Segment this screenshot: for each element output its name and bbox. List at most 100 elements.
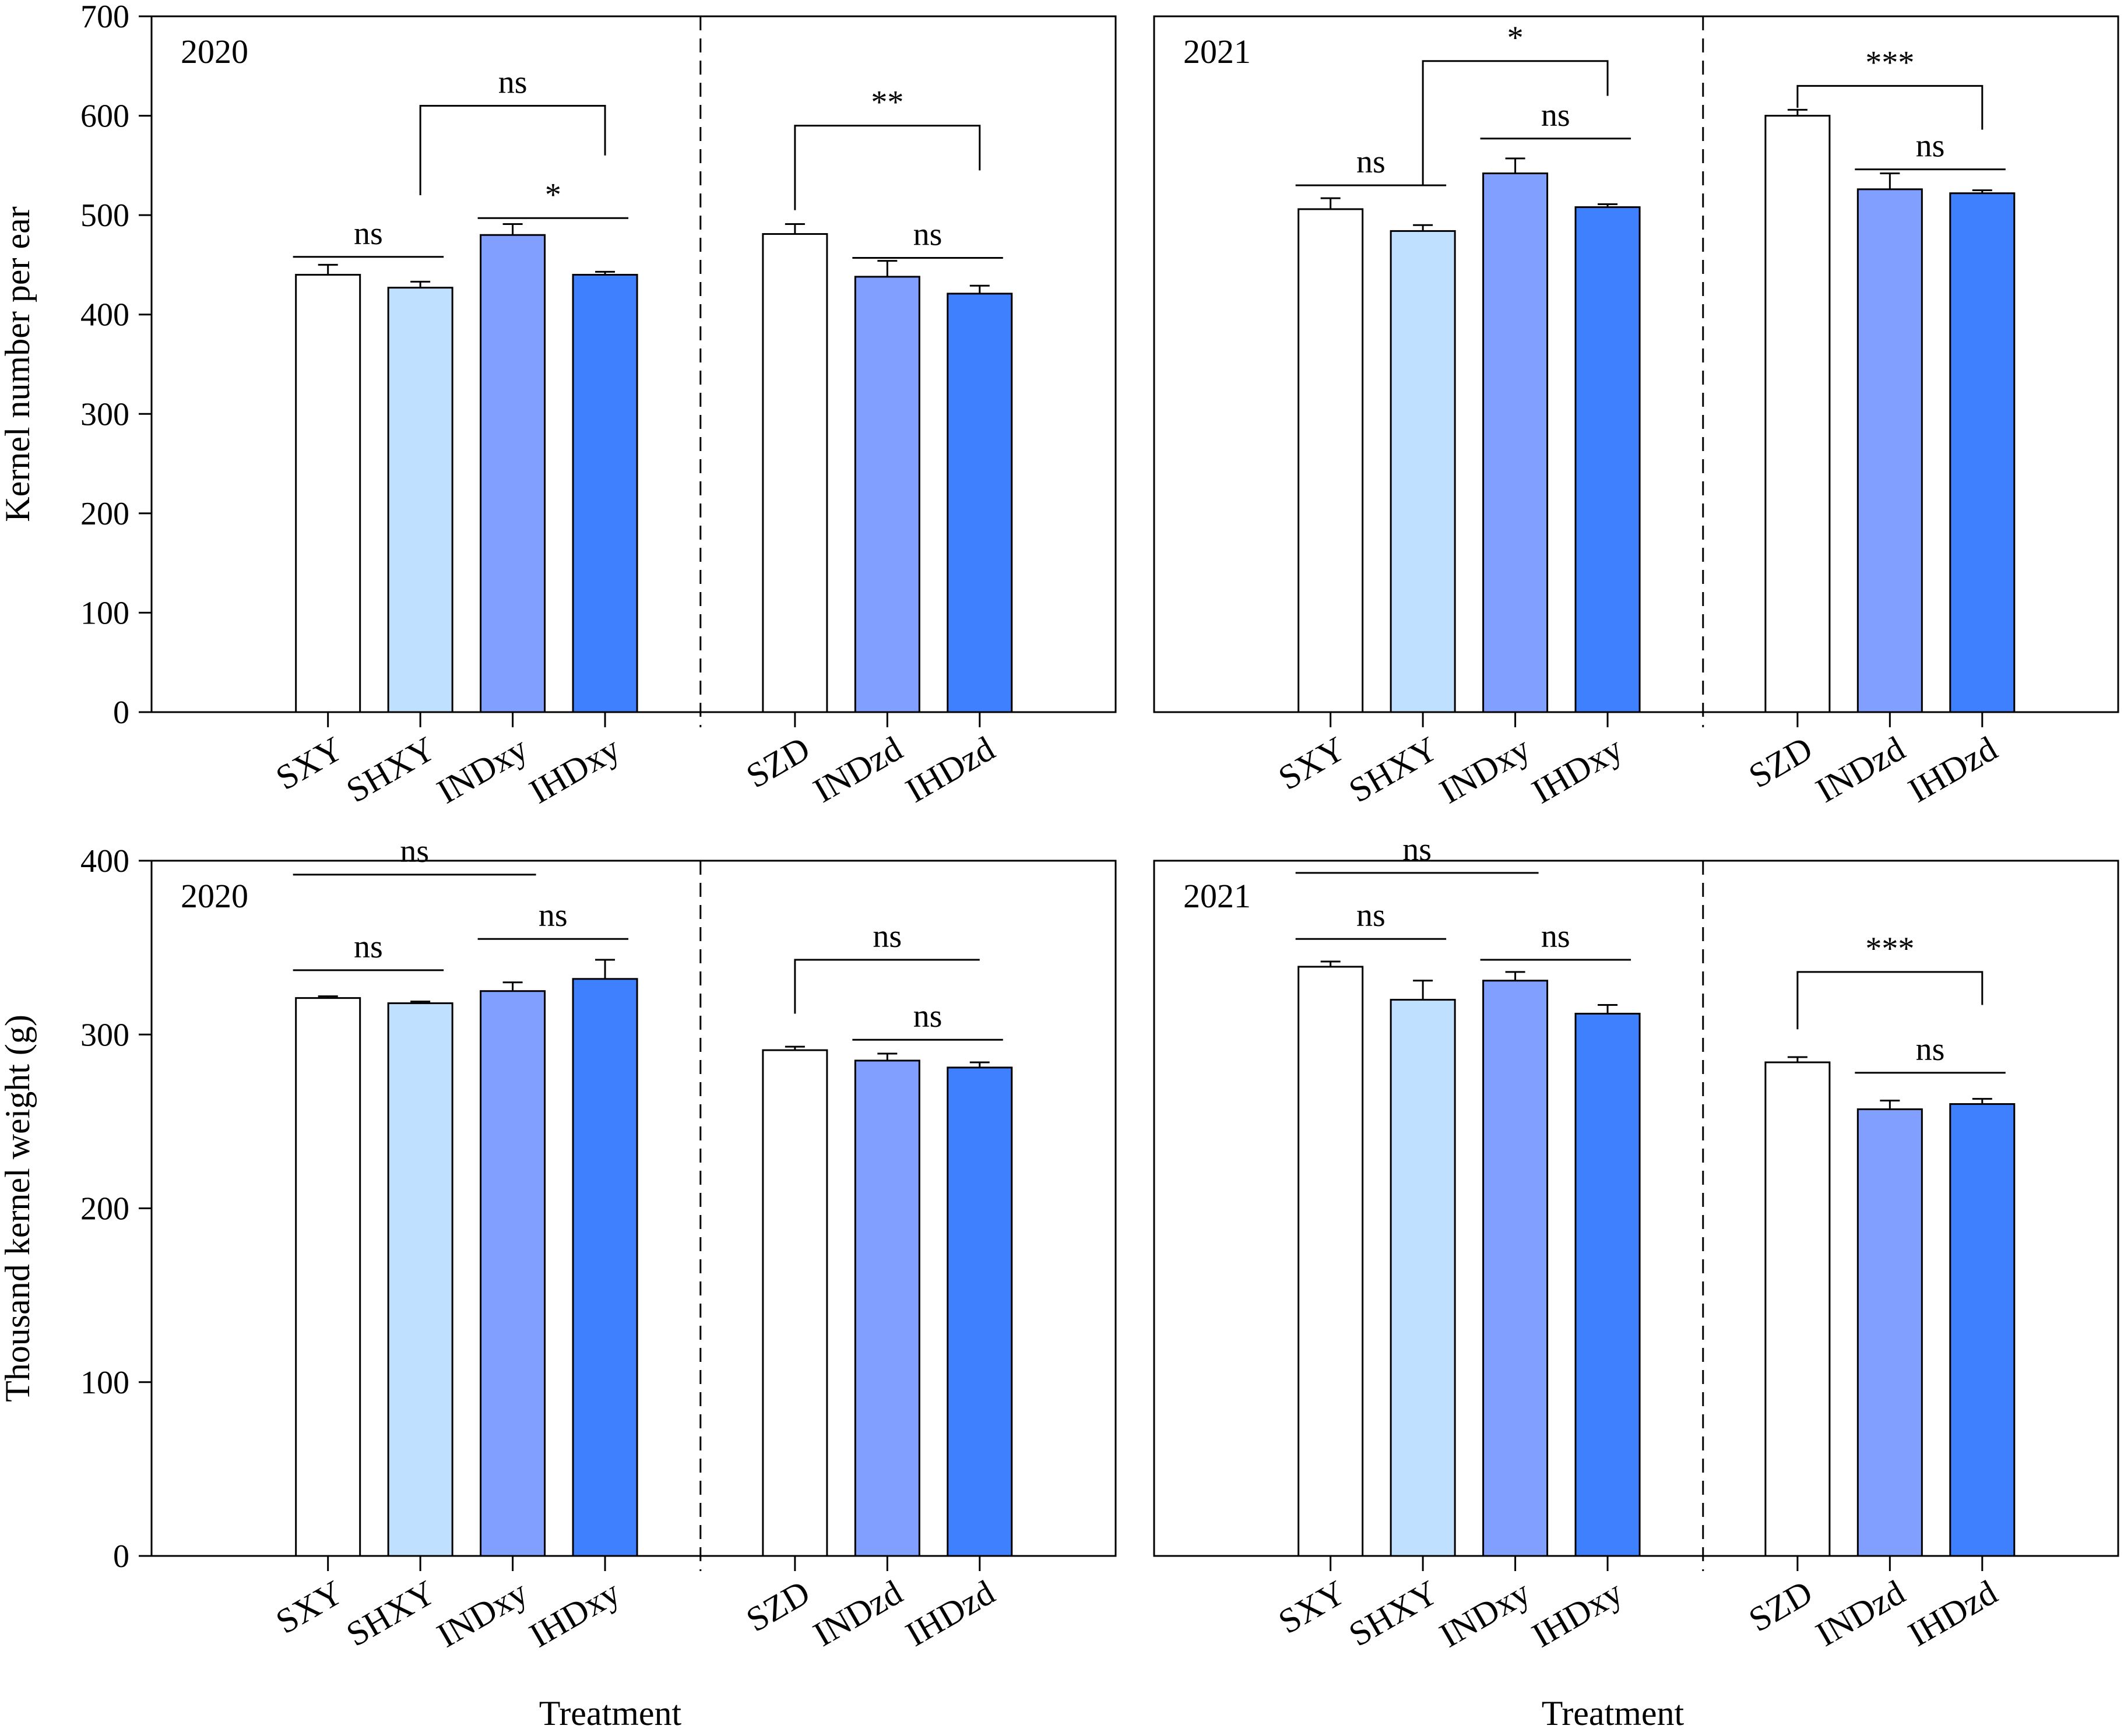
significance-line [794,959,980,1014]
bar-IHDxy [1574,206,1641,713]
y-tick-label: 200 [80,496,129,532]
error-bar-SHXY [410,1001,431,1003]
bar-IHDzd [1949,1103,2016,1557]
chart-panel-3: 0 100 200 300 400 Thousand kernel weight (g) 2… [0,833,1117,1733]
error-bar-IHDxy [595,270,616,275]
y-tick-label: 300 [80,1017,129,1053]
y-tick-label: 700 [80,0,129,35]
bar-INDxy [1482,172,1549,713]
error-bar-SXY [1320,197,1341,209]
year-label: 2021 [1183,33,1251,71]
bar-SHXY [1390,230,1456,713]
bar-INDxy [1482,980,1549,1557]
bar-SXY [295,997,361,1557]
significance-label: * [1507,20,1524,56]
y-tick-label: 100 [80,1365,129,1401]
bar-IHDzd [1949,192,2016,713]
error-bar-IHDxy [1598,203,1618,207]
year-label: 2020 [181,33,248,71]
bar-INDzd [1856,188,1923,713]
error-bar-INDzd [1880,1100,1900,1110]
x-axis-title: Treatment [539,1694,682,1733]
significance-label: ns [400,833,429,869]
error-bar-IHDzd [969,1061,990,1068]
error-bar-IHDzd [969,284,990,294]
significance-label: ns [1356,144,1385,180]
bar-INDxy [480,990,546,1557]
significance-label: ns [354,929,383,965]
error-bar-INDzd [1880,172,1900,189]
bar-INDzd [854,276,920,713]
error-bar-IHDxy [595,959,616,979]
error-bar-SXY [1320,960,1341,967]
y-tick-label: 0 [113,695,129,731]
error-bar-SHXY [1413,980,1433,1000]
bar-SZD [1764,115,1831,713]
x-axis-title: Treatment [1542,1694,1685,1733]
significance-label: ns [1916,128,1945,164]
error-bar-SHXY [1413,224,1433,231]
error-bar-INDxy [1505,971,1525,981]
significance-label: ns [1916,1031,1945,1068]
year-label: 2021 [1183,877,1251,915]
error-bar-IHDxy [1598,1004,1618,1014]
error-bar-IHDzd [1972,189,1992,193]
bar-INDxy [480,234,546,713]
y-tick-label: 200 [80,1191,129,1227]
bar-IHDzd [947,293,1013,713]
y-tick-label: 400 [80,843,129,879]
significance-label: ns [873,918,902,955]
significance-line [1796,84,1984,130]
bar-SXY [1297,966,1364,1557]
bar-IHDzd [947,1066,1013,1557]
significance-label: ns [1541,918,1570,955]
y-tick-label: 300 [80,396,129,432]
error-bar-SZD [785,1045,805,1051]
bar-SXY [295,273,361,713]
bar-IHDxy [572,273,638,713]
significance-label: ns [913,216,943,252]
significance-label: * [545,177,561,213]
y-axis-title: Kernel number per ear [0,206,37,522]
significance-label: ns [1356,897,1385,934]
significance-label: *** [1865,931,1914,967]
error-bar-INDxy [1505,157,1525,174]
significance-label: ns [539,897,568,934]
significance-line [1422,60,1609,185]
error-bar-SXY [318,995,338,998]
error-bar-SZD [1787,1056,1807,1062]
significance-label: ns [1541,97,1570,133]
bar-INDzd [854,1059,920,1557]
error-bar-INDzd [877,1052,898,1061]
bar-SZD [1764,1061,1831,1557]
significance-label: ns [354,216,383,252]
y-tick-label: 500 [80,198,129,234]
error-bar-SXY [318,263,338,275]
error-bar-IHDzd [1972,1098,1992,1104]
error-bar-SHXY [410,280,431,288]
bar-IHDxy [572,978,638,1557]
error-bar-INDzd [877,260,898,277]
bar-SHXY [1390,999,1456,1557]
error-bar-SZD [1787,108,1807,116]
bar-SZD [762,1049,828,1557]
significance-label: *** [1865,44,1914,80]
significance-line [1796,971,1984,1030]
y-axis-title: Thousand kernel weight (g) [0,1015,37,1402]
significance-line [794,125,981,210]
y-tick-label: 0 [113,1538,129,1575]
significance-label: ** [871,84,903,121]
significance-label: ns [913,998,943,1034]
error-bar-SZD [785,223,805,234]
significance-label: ns [498,65,528,101]
bar-INDzd [1856,1108,1923,1557]
bar-SXY [1297,208,1364,713]
y-tick-label: 400 [80,297,129,333]
significance-label: ns [1402,832,1432,868]
y-tick-label: 100 [80,595,129,631]
bar-SZD [762,233,828,713]
bar-SHXY [387,1002,453,1557]
bar-SHXY [387,287,453,713]
error-bar-INDxy [502,223,523,235]
